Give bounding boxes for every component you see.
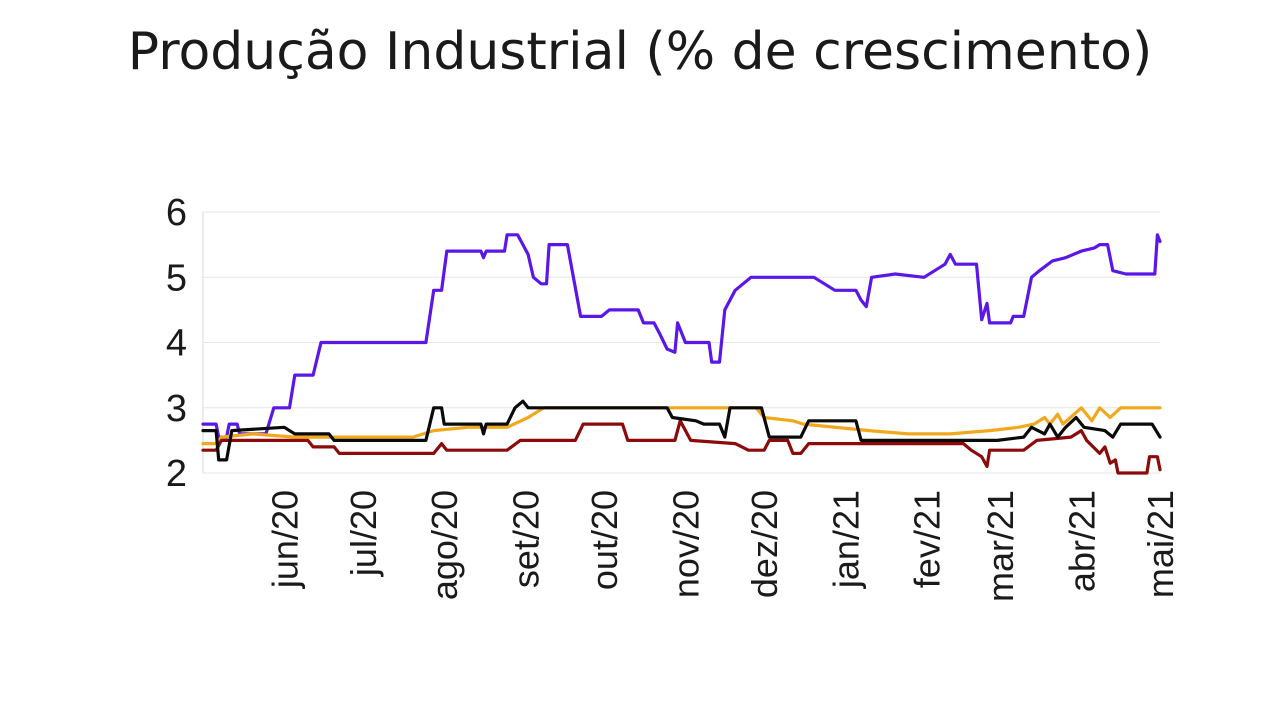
y-tick-label: 4 xyxy=(166,323,187,365)
x-tick-label: mar/21 xyxy=(980,490,1021,602)
x-tick-label: mai/21 xyxy=(1140,490,1181,598)
x-tick-label: fev/21 xyxy=(907,490,948,588)
x-tick-label: dez/20 xyxy=(744,490,785,598)
x-tick-label: set/20 xyxy=(505,490,546,588)
y-tick-label: 6 xyxy=(166,192,187,234)
x-tick-label: abr/21 xyxy=(1061,490,1102,592)
y-tick-label: 3 xyxy=(166,388,187,430)
x-tick-label: out/20 xyxy=(584,490,625,590)
x-tick-label: ago/20 xyxy=(424,490,465,600)
x-tick-label: jul/20 xyxy=(343,490,384,577)
x-tick-label: jan/21 xyxy=(825,490,866,589)
y-axis-ticks: 2 3 4 5 6 xyxy=(166,192,187,495)
x-tick-label: jun/20 xyxy=(264,490,305,589)
series-lines xyxy=(201,233,1162,475)
chart-title: Produção Industrial (% de crescimento) xyxy=(127,22,1153,82)
x-tick-label: nov/20 xyxy=(665,490,706,598)
x-axis-ticks: jun/20 jul/20 ago/20 set/20 out/20 nov/20 dez/… xyxy=(264,490,1181,602)
series-line-1 xyxy=(201,233,1162,439)
y-tick-label: 5 xyxy=(166,257,187,299)
series-line-2 xyxy=(201,406,1162,446)
series-line-4 xyxy=(201,399,1162,462)
y-tick-label: 2 xyxy=(166,453,187,495)
series-line-3 xyxy=(201,419,1162,475)
